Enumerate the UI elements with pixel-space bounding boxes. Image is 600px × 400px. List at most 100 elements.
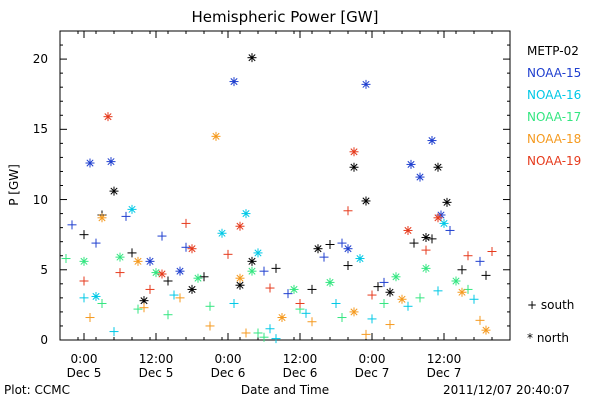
south-point — [109, 327, 119, 337]
north-point — [253, 248, 263, 258]
marker-legend-south-symbol: + — [527, 298, 538, 312]
south-point — [97, 298, 107, 308]
north-point — [145, 256, 155, 266]
north-point — [415, 172, 425, 182]
north-point — [361, 79, 371, 89]
south-point — [427, 234, 437, 244]
south-point — [61, 254, 71, 264]
south-point — [259, 332, 269, 342]
north-point — [106, 157, 116, 167]
south-point — [373, 282, 383, 292]
north-point — [157, 269, 167, 279]
south-point — [433, 286, 443, 296]
x-axis-label: Date and Time — [240, 383, 330, 397]
legend-entry: NOAA-18 — [527, 132, 582, 146]
north-point — [127, 204, 137, 214]
marker-legend-north-label: north — [536, 331, 570, 345]
north-point — [406, 159, 416, 169]
legend-entry: NOAA-17 — [527, 110, 582, 124]
south-point — [157, 231, 167, 241]
south-point — [361, 329, 371, 339]
south-point — [283, 289, 293, 299]
south-point — [307, 284, 317, 294]
north-point — [115, 252, 125, 262]
north-point — [349, 147, 359, 157]
south-point — [229, 298, 239, 308]
north-point — [193, 273, 203, 283]
south-point — [265, 324, 275, 334]
x-tick-label-day: Dec 7 — [426, 366, 462, 380]
north-point — [391, 272, 401, 282]
south-point — [271, 263, 281, 273]
y-axis-ticks — [60, 44, 510, 341]
south-point — [481, 270, 491, 280]
north-point — [175, 266, 185, 276]
south-point — [163, 310, 173, 320]
south-point — [301, 308, 311, 318]
x-tick-label-time: 12:00 — [282, 352, 318, 366]
south-point — [205, 301, 215, 311]
north-point — [457, 287, 467, 297]
y-tick-label: 15 — [32, 122, 48, 137]
north-point — [91, 291, 101, 301]
plot-credit: Plot: CCMC — [4, 383, 70, 397]
north-point — [247, 266, 257, 276]
south-point — [181, 218, 191, 228]
north-point — [277, 313, 287, 323]
south-point — [463, 251, 473, 261]
south-point — [139, 303, 149, 313]
legend-entry: METP-02 — [527, 44, 579, 58]
north-point — [229, 77, 239, 87]
north-point — [79, 256, 89, 266]
south-point — [79, 230, 89, 240]
south-point — [241, 328, 251, 338]
north-point — [109, 186, 119, 196]
marker-legend-north: * north — [527, 331, 569, 345]
y-tick-label: 20 — [32, 52, 48, 67]
north-point — [439, 218, 449, 228]
south-point — [409, 238, 419, 248]
south-point — [385, 320, 395, 330]
south-point — [421, 245, 431, 255]
x-tick-label-day: Dec 5 — [138, 366, 174, 380]
south-point — [343, 261, 353, 271]
north-point — [187, 244, 197, 254]
north-point — [481, 325, 491, 335]
north-point — [349, 307, 359, 317]
south-point — [415, 293, 425, 303]
south-point — [337, 313, 347, 323]
south-point — [325, 239, 335, 249]
south-point — [331, 298, 341, 308]
north-point — [325, 277, 335, 287]
south-point — [445, 225, 455, 235]
north-point — [385, 287, 395, 297]
north-point — [247, 256, 257, 266]
north-point — [211, 131, 221, 141]
north-point — [247, 53, 257, 63]
north-point — [355, 254, 365, 264]
marker-legend-north-symbol: * — [527, 331, 533, 345]
south-point — [469, 294, 479, 304]
north-point — [361, 196, 371, 206]
south-point — [475, 315, 485, 325]
south-point — [199, 272, 209, 282]
north-point — [349, 162, 359, 172]
south-point — [295, 298, 305, 308]
x-tick-label-day: Dec 5 — [66, 366, 102, 380]
south-point — [91, 238, 101, 248]
south-point — [343, 206, 353, 216]
south-point — [403, 301, 413, 311]
north-point — [343, 244, 353, 254]
north-point — [235, 221, 245, 231]
south-point — [265, 283, 275, 293]
legend-entry: NOAA-16 — [527, 88, 582, 102]
south-point — [175, 293, 185, 303]
north-point — [397, 294, 407, 304]
north-point — [421, 263, 431, 273]
north-point — [85, 158, 95, 168]
x-tick-label-time: 12:00 — [138, 352, 174, 366]
north-point — [151, 268, 161, 278]
x-tick-label-day: Dec 6 — [210, 366, 246, 380]
north-point — [187, 284, 197, 294]
